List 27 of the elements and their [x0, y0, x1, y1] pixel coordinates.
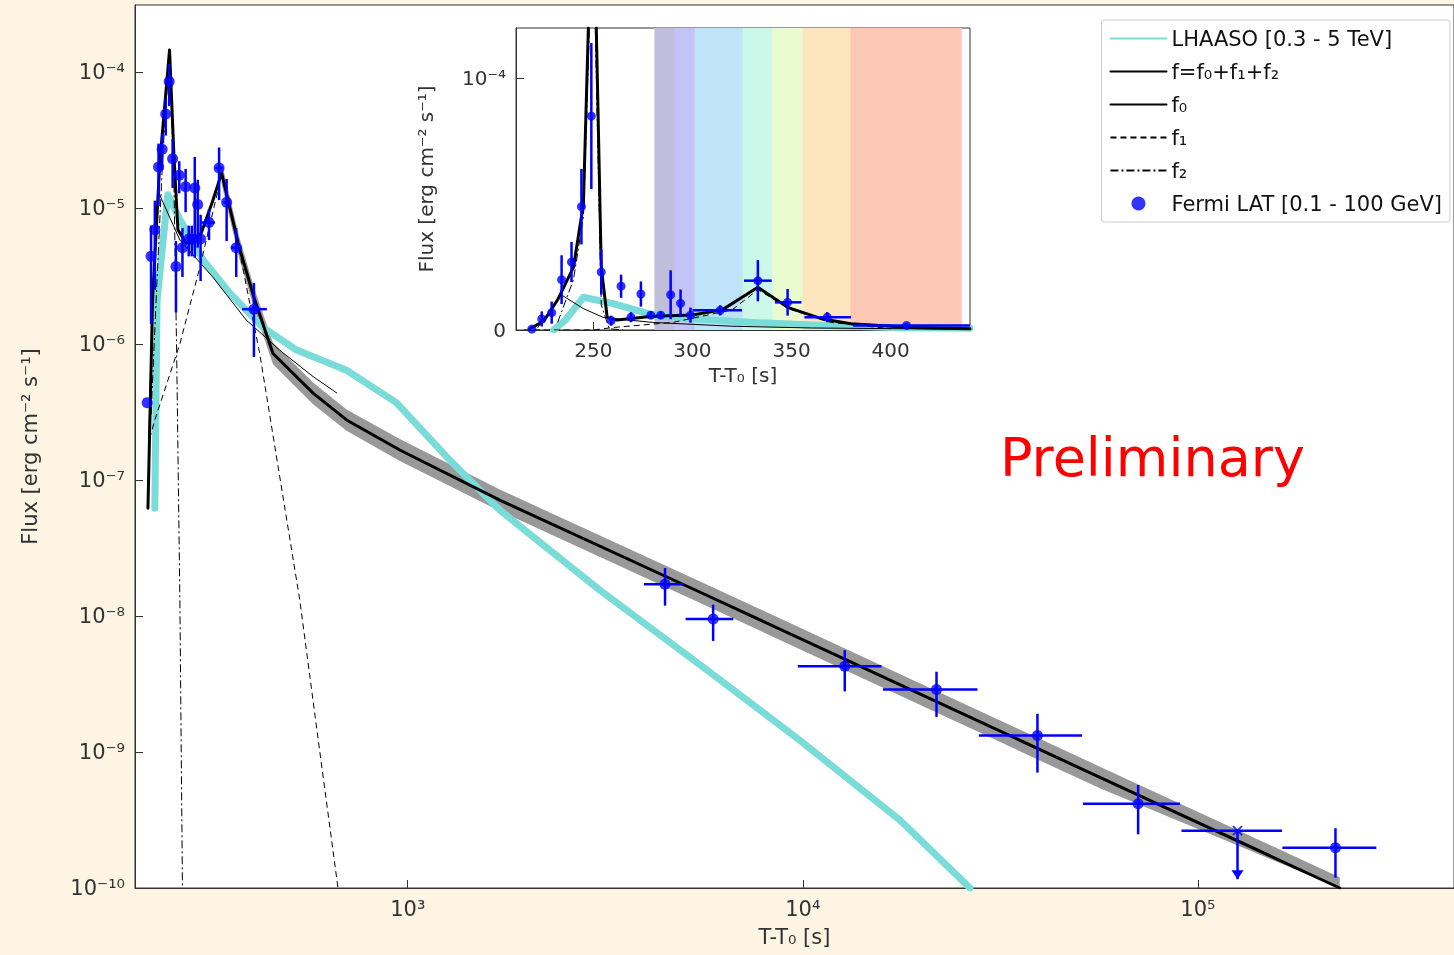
- annotation: Preliminary: [1000, 425, 1305, 489]
- y-tick-label: 10⁻⁴: [461, 66, 506, 91]
- y-tick-label: 10⁻¹⁰: [70, 876, 125, 900]
- x-axis-title: T-T₀ [s]: [757, 924, 831, 949]
- y-tick-label: 10⁻⁸: [78, 603, 125, 628]
- y-axis-title: Flux [erg cm⁻² s⁻¹]: [414, 85, 438, 273]
- legend-label: f₁: [1171, 125, 1188, 150]
- x-tick-label: 10³: [390, 896, 426, 921]
- x-tick-label: 250: [574, 338, 613, 362]
- y-axis-title: Flux [erg cm⁻² s⁻¹]: [17, 348, 42, 545]
- y-tick-label: 0: [493, 318, 506, 342]
- x-tick-label: 350: [772, 338, 811, 362]
- legend-label: LHAASO [0.3 - 5 TeV]: [1171, 26, 1393, 51]
- legend-label: f=f₀+f₁+f₂: [1171, 59, 1280, 84]
- y-tick-label: 10⁻⁹: [78, 739, 125, 764]
- y-tick-label: 10⁻⁵: [78, 195, 125, 220]
- x-tick-label: 10⁴: [785, 896, 821, 921]
- legend-label: Fermi LAT [0.1 - 100 GeV]: [1171, 191, 1442, 216]
- legend-label: f₀: [1171, 92, 1188, 117]
- x-tick-label: 300: [673, 338, 712, 362]
- y-tick-label: 10⁻⁷: [78, 467, 125, 492]
- y-tick-label: 10⁻⁶: [78, 331, 125, 356]
- x-tick-label: 10⁵: [1180, 896, 1216, 921]
- y-tick-label: 10⁻⁴: [78, 59, 125, 84]
- x-tick-label: 400: [871, 338, 910, 362]
- x-axis-title: T-T₀ [s]: [707, 362, 778, 387]
- legend-label: f₂: [1171, 158, 1188, 183]
